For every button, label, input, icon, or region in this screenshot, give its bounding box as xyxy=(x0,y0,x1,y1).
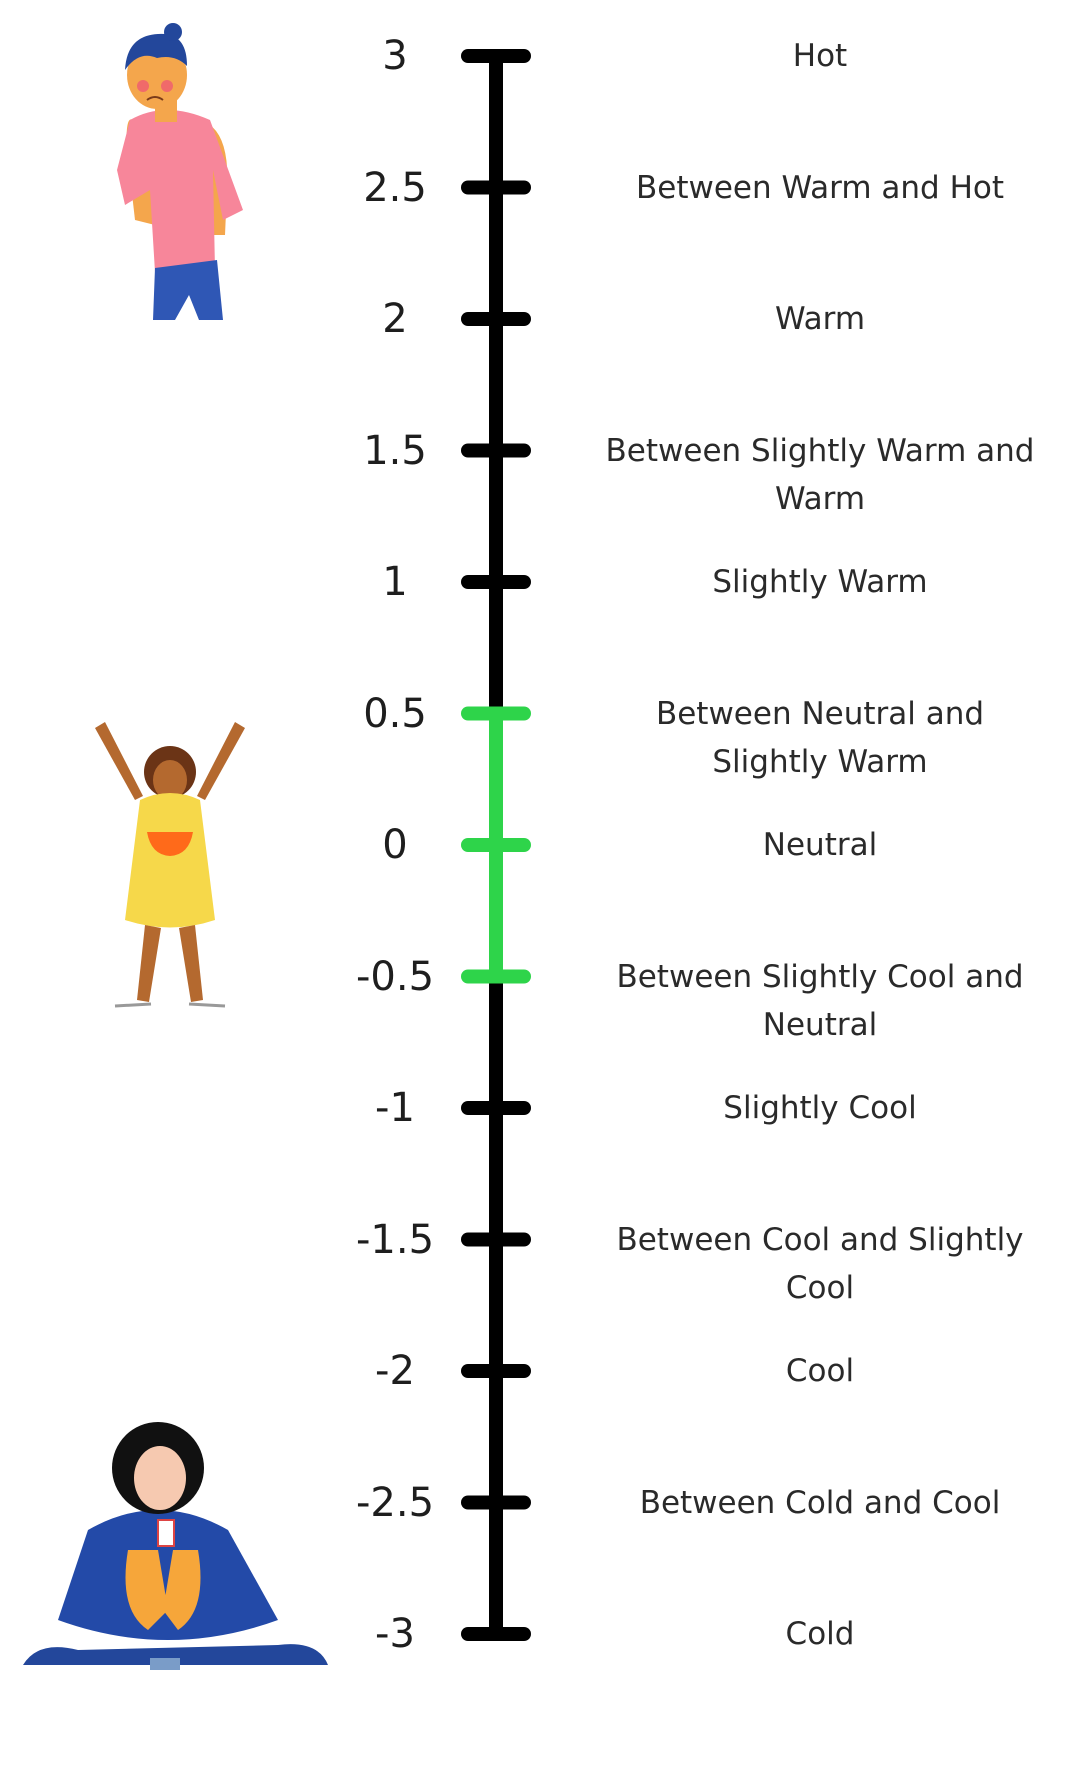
sensation-label: Between Cool and Slightly Cool xyxy=(600,1216,1040,1312)
sensation-label-line: Neutral xyxy=(762,827,878,863)
sensation-label-line: Hot xyxy=(792,38,848,74)
scale-value: -1.5 xyxy=(355,1216,435,1263)
sensation-label-line: Slightly Warm xyxy=(712,743,928,780)
scale-value: 1 xyxy=(382,559,408,605)
hot-person-icon xyxy=(117,23,243,320)
scale-value: -2 xyxy=(375,1348,415,1394)
sensation-label-line: Warm xyxy=(774,301,866,337)
sensation-label-line: Slightly Cool xyxy=(723,1090,917,1126)
scale-value: -2.5 xyxy=(355,1479,435,1526)
sensation-label-line: Neutral xyxy=(762,1006,878,1043)
sensation-label: Slightly Warm xyxy=(600,558,1040,606)
scale-value: -1 xyxy=(375,1085,415,1131)
sensation-label: Between Cold and Cool xyxy=(600,1479,1040,1527)
sensation-label-line: Between Warm and Hot xyxy=(635,169,1005,206)
scale-value: -0.5 xyxy=(355,953,435,1000)
sensation-label: Neutral xyxy=(600,821,1040,869)
sensation-label-line: Between Slightly Warm and xyxy=(605,432,1035,469)
scale-value: 2 xyxy=(382,296,408,342)
sensation-label: Between Slightly Warm and Warm xyxy=(600,427,1040,523)
sensation-label-line: Between Neutral and xyxy=(655,695,985,732)
sensation-label-line: Between Cold and Cool xyxy=(639,1484,1001,1521)
sensation-label: Cool xyxy=(600,1347,1040,1395)
sensation-label: Hot xyxy=(600,32,1040,80)
sensation-label-line: Cool xyxy=(785,1269,855,1306)
scale-value: -3 xyxy=(375,1611,415,1657)
sensation-label: Warm xyxy=(600,295,1040,343)
sensation-label: Cold xyxy=(600,1610,1040,1658)
cold-person-icon xyxy=(23,1422,328,1670)
sensation-label-line: Warm xyxy=(774,480,866,517)
sensation-label: Slightly Cool xyxy=(600,1084,1040,1132)
neutral-person-icon xyxy=(95,722,245,1008)
scale-value: 0.5 xyxy=(363,690,427,737)
sensation-label: Between Slightly Cool and Neutral xyxy=(600,953,1040,1049)
scale-value: 2.5 xyxy=(363,164,427,211)
sensation-label-line: Cold xyxy=(785,1616,855,1652)
sensation-label-line: Between Cool and Slightly xyxy=(616,1221,1024,1258)
sensation-label-line: Cool xyxy=(785,1353,855,1389)
scale-value: 1.5 xyxy=(363,427,427,474)
scale-value: 3 xyxy=(382,33,408,79)
scale-value: 0 xyxy=(382,822,408,868)
sensation-label: Between Neutral and Slightly Warm xyxy=(600,690,1040,786)
sensation-label-line: Slightly Warm xyxy=(712,564,928,600)
sensation-label-line: Between Slightly Cool and xyxy=(616,958,1024,995)
sensation-label: Between Warm and Hot xyxy=(600,164,1040,212)
